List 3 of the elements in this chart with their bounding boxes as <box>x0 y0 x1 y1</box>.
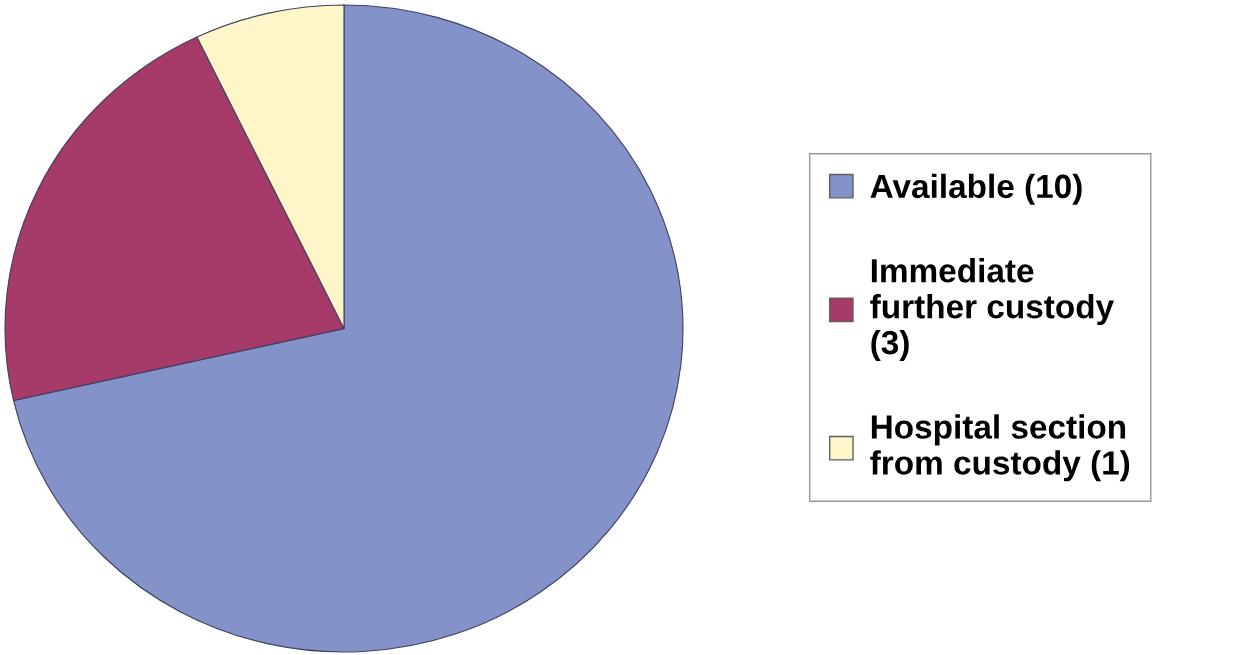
legend-label: Available (10) <box>870 173 1082 205</box>
legend-label: Hospital section from custody (1) <box>870 414 1130 482</box>
legend-label: Immediate further custody (3) <box>870 258 1114 361</box>
